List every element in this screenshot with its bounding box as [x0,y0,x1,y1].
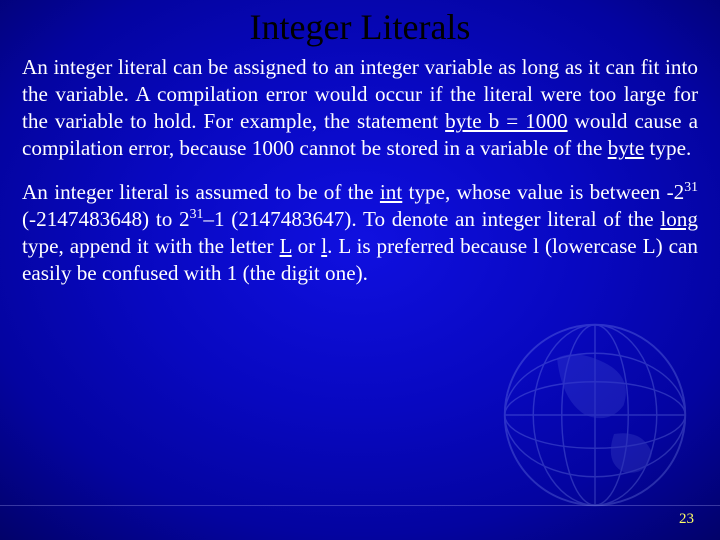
text: (-2147483648) to 2 [22,207,190,231]
slide: Integer Literals An integer literal can … [0,0,720,540]
underline-code: byte b = 1000 [445,109,567,133]
underline-type: byte [608,136,644,160]
text: An integer literal is assumed to be of t… [22,180,380,204]
page-number: 23 [679,511,694,528]
underline-type: long [660,207,698,231]
text: type, append it with the letter [22,234,280,258]
underline-letter: L [280,234,292,258]
text: type. [644,136,691,160]
paragraph-2: An integer literal is assumed to be of t… [22,179,698,288]
underline-type: int [380,180,402,204]
superscript: 31 [684,178,698,193]
text: –1 (2147483647). To denote an integer li… [203,207,660,231]
footer-rule [0,505,720,506]
globe-decoration [500,320,690,510]
text: or [292,234,322,258]
text: type, whose value is between -2 [402,180,684,204]
paragraph-1: An integer literal can be assigned to an… [22,54,698,163]
superscript: 31 [190,206,204,221]
slide-body: An integer literal can be assigned to an… [0,54,720,287]
slide-title: Integer Literals [0,0,720,54]
